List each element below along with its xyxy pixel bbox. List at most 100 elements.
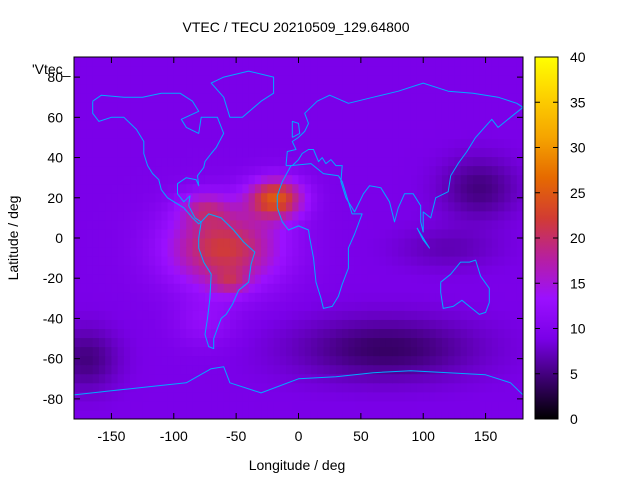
heatmap-cell bbox=[392, 129, 399, 139]
heatmap-cell bbox=[485, 66, 493, 76]
heatmap-cell bbox=[248, 201, 256, 212]
heatmap-cell bbox=[485, 138, 493, 148]
heatmap-cell bbox=[323, 93, 331, 103]
heatmap-cell bbox=[298, 84, 306, 94]
heatmap-cell bbox=[448, 274, 455, 284]
heatmap-cell bbox=[398, 265, 406, 275]
heatmap-cell bbox=[204, 147, 212, 158]
heatmap-cell bbox=[317, 138, 324, 148]
heatmap-cell bbox=[86, 147, 94, 158]
heatmap-cell bbox=[167, 219, 175, 230]
heatmap-cell bbox=[473, 120, 480, 130]
heatmap-cell bbox=[304, 247, 312, 257]
heatmap-cell bbox=[460, 75, 468, 85]
heatmap-cell bbox=[429, 346, 437, 357]
heatmap-cell bbox=[217, 310, 225, 320]
heatmap-cell bbox=[223, 201, 231, 212]
heatmap-cell bbox=[273, 138, 281, 148]
heatmap-cell bbox=[111, 57, 119, 67]
heatmap-cell bbox=[130, 409, 137, 420]
heatmap-cell bbox=[98, 328, 106, 339]
heatmap-cell bbox=[261, 265, 268, 275]
heatmap-cell bbox=[379, 57, 387, 67]
heatmap-cell bbox=[498, 310, 505, 320]
heatmap-cell bbox=[454, 238, 462, 248]
heatmap-cell bbox=[223, 373, 231, 384]
heatmap-cell bbox=[248, 210, 256, 221]
heatmap-cell bbox=[223, 66, 231, 76]
heatmap-cell bbox=[367, 382, 374, 393]
heatmap-cell bbox=[204, 346, 212, 357]
heatmap-cell bbox=[373, 310, 381, 320]
heatmap-cell bbox=[286, 210, 293, 221]
heatmap-cell bbox=[192, 228, 200, 239]
heatmap-cell bbox=[236, 328, 243, 339]
heatmap-cell bbox=[441, 201, 449, 212]
heatmap-cell bbox=[111, 274, 119, 284]
heatmap-cell bbox=[485, 256, 493, 266]
heatmap-cell bbox=[516, 355, 524, 366]
heatmap-cell bbox=[180, 66, 187, 76]
heatmap-cell bbox=[236, 382, 243, 393]
heatmap-cell bbox=[317, 183, 324, 194]
heatmap-cell bbox=[105, 201, 112, 212]
heatmap-cell bbox=[379, 183, 387, 194]
heatmap-cell bbox=[310, 310, 318, 320]
heatmap-cell bbox=[335, 210, 343, 221]
heatmap-cell bbox=[342, 120, 349, 130]
heatmap-cell bbox=[117, 192, 125, 203]
heatmap-cell bbox=[498, 319, 505, 329]
heatmap-cell bbox=[292, 256, 299, 266]
heatmap-cell bbox=[373, 66, 381, 76]
heatmap-cell bbox=[136, 265, 144, 275]
heatmap-cell bbox=[74, 102, 81, 112]
heatmap-cell bbox=[161, 219, 169, 230]
heatmap-cell bbox=[105, 346, 112, 357]
heatmap-cell bbox=[74, 75, 81, 85]
heatmap-cell bbox=[473, 210, 480, 221]
heatmap-cell bbox=[155, 373, 162, 384]
heatmap-cell bbox=[123, 301, 131, 311]
heatmap-cell bbox=[473, 400, 480, 411]
heatmap-cell bbox=[273, 174, 281, 185]
heatmap-cell bbox=[292, 391, 299, 402]
heatmap-cell bbox=[504, 337, 512, 348]
heatmap-cell bbox=[211, 75, 218, 85]
heatmap-cell bbox=[279, 57, 287, 67]
heatmap-cell bbox=[342, 102, 349, 112]
heatmap-cell bbox=[410, 346, 418, 357]
heatmap-cell bbox=[236, 391, 243, 402]
heatmap-cell bbox=[254, 301, 262, 311]
heatmap-cell bbox=[329, 228, 337, 239]
heatmap-cell bbox=[479, 156, 487, 167]
heatmap-cell bbox=[242, 183, 250, 194]
heatmap-cell bbox=[211, 138, 218, 148]
heatmap-cell bbox=[429, 328, 437, 339]
heatmap-cell bbox=[498, 183, 505, 194]
heatmap-cell bbox=[423, 247, 430, 257]
heatmap-cell bbox=[242, 346, 250, 357]
heatmap-cell bbox=[211, 57, 218, 67]
heatmap-cell bbox=[223, 391, 231, 402]
heatmap-cell bbox=[392, 228, 399, 239]
heatmap-cell bbox=[142, 283, 150, 293]
heatmap-cell bbox=[429, 120, 437, 130]
heatmap-cell bbox=[117, 292, 125, 302]
heatmap-cell bbox=[186, 400, 193, 411]
heatmap-cell bbox=[261, 174, 268, 185]
heatmap-cell bbox=[317, 201, 324, 212]
heatmap-cell bbox=[498, 391, 505, 402]
heatmap-cell bbox=[74, 201, 81, 212]
heatmap-cell bbox=[398, 156, 406, 167]
heatmap-cell bbox=[441, 409, 449, 420]
heatmap-cell bbox=[248, 156, 256, 167]
heatmap-cell bbox=[86, 210, 94, 221]
heatmap-cell bbox=[92, 210, 100, 221]
heatmap-cell bbox=[435, 201, 443, 212]
heatmap-cell bbox=[367, 192, 374, 203]
heatmap-cell bbox=[98, 147, 106, 158]
heatmap-cell bbox=[267, 319, 275, 329]
heatmap-cell bbox=[360, 301, 368, 311]
heatmap-cell bbox=[223, 301, 231, 311]
heatmap-cell bbox=[491, 382, 499, 393]
